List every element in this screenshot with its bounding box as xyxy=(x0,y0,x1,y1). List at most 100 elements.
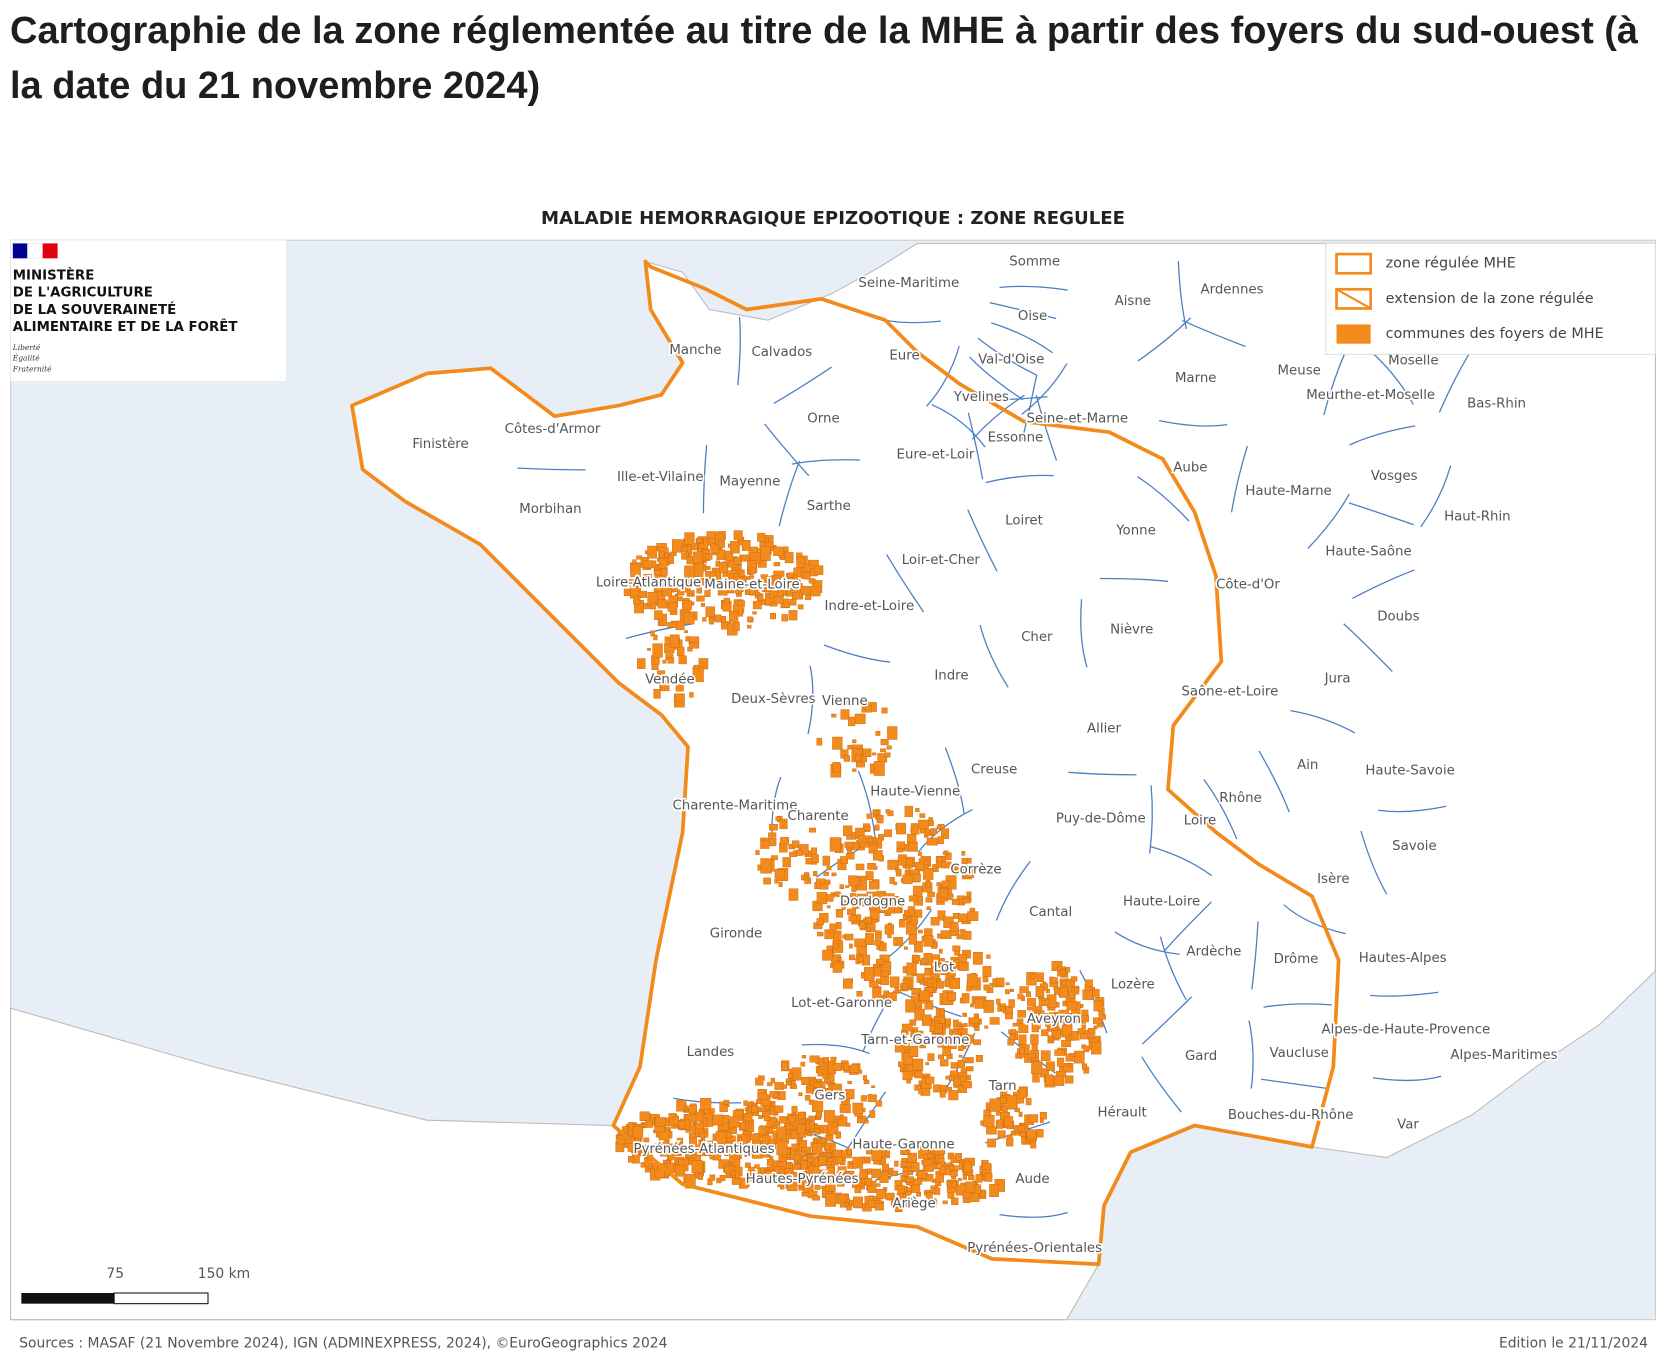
outbreak-commune xyxy=(748,1166,755,1175)
outbreak-commune xyxy=(939,1090,946,1098)
outbreak-commune xyxy=(819,883,829,890)
outbreak-commune xyxy=(902,1071,913,1081)
outbreak-commune xyxy=(866,894,874,902)
outbreak-commune xyxy=(643,1137,650,1143)
outbreak-commune xyxy=(869,1110,876,1118)
outbreak-commune xyxy=(935,981,944,989)
department-label: Haute-Vienne xyxy=(870,785,960,800)
outbreak-commune xyxy=(1026,1129,1037,1139)
outbreak-commune xyxy=(752,600,762,610)
outbreak-commune xyxy=(724,1165,735,1174)
outbreak-commune xyxy=(984,1173,993,1182)
outbreak-commune xyxy=(791,1143,799,1150)
outbreak-commune xyxy=(860,1095,868,1102)
motto: Liberté xyxy=(12,343,41,352)
outbreak-commune xyxy=(1074,1050,1085,1064)
outbreak-commune xyxy=(944,961,952,969)
outbreak-commune xyxy=(732,1154,741,1160)
outbreak-commune xyxy=(816,918,824,925)
outbreak-commune xyxy=(674,1145,686,1155)
outbreak-commune xyxy=(801,1055,807,1059)
outbreak-commune xyxy=(996,998,1001,1005)
outbreak-commune xyxy=(887,999,894,1006)
outbreak-commune xyxy=(886,745,892,750)
outbreak-commune xyxy=(716,549,726,561)
outbreak-commune xyxy=(1085,979,1093,987)
outbreak-commune xyxy=(715,1131,727,1145)
outbreak-commune xyxy=(941,880,950,888)
outbreak-commune xyxy=(1051,961,1063,972)
outbreak-commune xyxy=(962,1081,972,1089)
outbreak-commune xyxy=(884,829,893,838)
outbreak-commune xyxy=(755,1077,764,1086)
outbreak-commune xyxy=(749,1101,754,1105)
outbreak-commune xyxy=(854,938,866,948)
department-border xyxy=(778,460,801,527)
outbreak-commune xyxy=(659,621,663,627)
department-label: Bas-Rhin xyxy=(1467,396,1526,411)
outbreak-commune xyxy=(809,1055,820,1063)
outbreak-commune xyxy=(812,1195,820,1201)
outbreak-commune xyxy=(676,589,685,596)
outbreak-commune xyxy=(881,707,888,714)
outbreak-commune xyxy=(1040,1050,1051,1061)
outbreak-commune xyxy=(925,1062,930,1066)
outbreak-commune xyxy=(975,1174,983,1183)
department-border xyxy=(931,403,986,448)
outbreak-commune xyxy=(782,857,791,868)
outbreak-commune xyxy=(731,1170,736,1176)
outbreak-commune xyxy=(1079,1032,1089,1040)
department-label: Yonne xyxy=(1115,523,1156,538)
department-label: Haute-Saône xyxy=(1325,544,1411,560)
outbreak-commune xyxy=(718,539,725,548)
outbreak-commune xyxy=(703,1109,711,1114)
department-label: Cher xyxy=(1021,630,1053,645)
outbreak-commune xyxy=(869,904,877,911)
department-label: Hautes-Alpes xyxy=(1359,951,1447,966)
outbreak-commune xyxy=(874,999,881,1004)
outbreak-commune xyxy=(937,910,946,921)
outbreak-commune xyxy=(822,855,831,866)
outbreak-commune xyxy=(855,863,865,871)
outbreak-commune xyxy=(936,882,941,887)
outbreak-commune xyxy=(874,940,881,946)
outbreak-commune xyxy=(684,630,688,634)
department-label: Yvelines xyxy=(953,390,1009,405)
outbreak-commune xyxy=(911,973,916,977)
outbreak-commune xyxy=(839,1114,844,1118)
outbreak-commune xyxy=(650,630,655,637)
outbreak-commune xyxy=(741,540,751,551)
outbreak-commune xyxy=(975,1055,983,1062)
flag-blue xyxy=(12,243,28,259)
outbreak-commune xyxy=(938,1009,945,1016)
outbreak-commune xyxy=(708,1142,717,1150)
outbreak-commune xyxy=(743,1113,753,1122)
outbreak-commune xyxy=(821,1185,826,1189)
outbreak-commune xyxy=(983,999,994,1013)
outbreak-commune xyxy=(804,877,812,884)
outbreak-commune xyxy=(864,1158,870,1162)
outbreak-commune xyxy=(686,1146,691,1152)
outbreak-commune xyxy=(887,726,898,740)
logo-line: MINISTÈRE xyxy=(13,267,94,284)
department-label: Mayenne xyxy=(719,474,780,489)
outbreak-commune xyxy=(914,941,923,953)
outbreak-commune xyxy=(945,1086,952,1092)
outbreak-commune xyxy=(767,1082,773,1087)
department-label: Puy-de-Dôme xyxy=(1056,810,1146,826)
outbreak-commune xyxy=(659,1140,668,1147)
outbreak-commune xyxy=(897,1185,905,1194)
outbreak-commune xyxy=(1057,1057,1065,1067)
outbreak-commune xyxy=(684,1174,696,1189)
outbreak-commune xyxy=(800,1160,808,1170)
flag-white xyxy=(27,242,44,259)
department-label: Ain xyxy=(1297,758,1318,773)
outbreak-commune xyxy=(939,888,949,899)
outbreak-commune xyxy=(931,954,940,964)
outbreak-commune xyxy=(639,1111,650,1121)
outbreak-commune xyxy=(1093,1025,1098,1030)
outbreak-commune xyxy=(854,754,862,761)
outbreak-commune xyxy=(1019,1131,1027,1137)
department-label: Seine-et-Marne xyxy=(1027,411,1129,426)
outbreak-commune xyxy=(811,847,818,855)
